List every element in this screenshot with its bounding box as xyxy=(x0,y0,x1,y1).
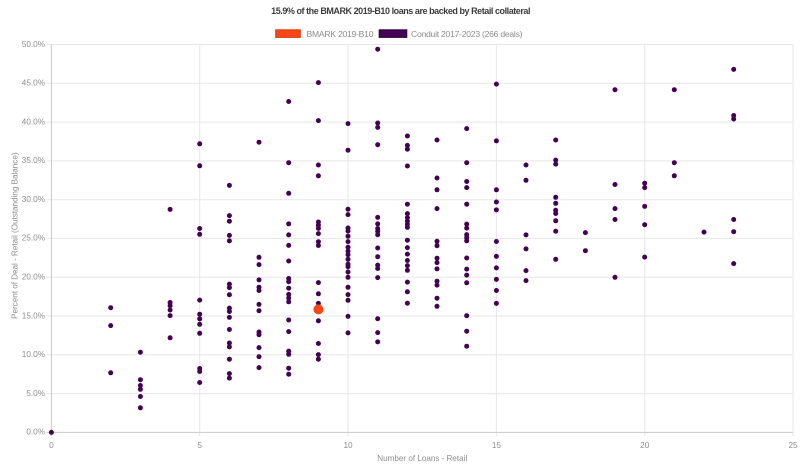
svg-text:15.9% of the BMARK 2019-B10 lo: 15.9% of the BMARK 2019-B10 loans are ba… xyxy=(271,6,530,16)
svg-text:Number of Loans - Retail: Number of Loans - Retail xyxy=(377,454,467,463)
svg-text:40.0%: 40.0% xyxy=(22,117,45,126)
svg-text:30.0%: 30.0% xyxy=(22,195,45,204)
svg-text:25: 25 xyxy=(788,441,798,450)
svg-text:10.0%: 10.0% xyxy=(22,350,45,359)
svg-text:5.0%: 5.0% xyxy=(26,389,45,398)
svg-text:5: 5 xyxy=(197,441,202,450)
svg-text:15: 15 xyxy=(492,441,502,450)
svg-text:BMARK 2019-B10: BMARK 2019-B10 xyxy=(307,29,374,39)
svg-text:15.0%: 15.0% xyxy=(22,311,45,320)
svg-text:25.0%: 25.0% xyxy=(22,234,45,243)
svg-text:Percent of Deal - Retail (Outs: Percent of Deal - Retail (Outstanding Ba… xyxy=(10,152,19,319)
svg-text:0: 0 xyxy=(49,441,54,450)
svg-text:20: 20 xyxy=(640,441,650,450)
svg-text:20.0%: 20.0% xyxy=(22,273,45,282)
svg-text:35.0%: 35.0% xyxy=(22,156,45,165)
svg-text:50.0%: 50.0% xyxy=(22,40,45,49)
svg-text:45.0%: 45.0% xyxy=(22,79,45,88)
svg-text:10: 10 xyxy=(343,441,353,450)
svg-text:Conduit 2017-2023 (266 deals): Conduit 2017-2023 (266 deals) xyxy=(411,29,523,39)
svg-text:0.0%: 0.0% xyxy=(26,428,45,437)
